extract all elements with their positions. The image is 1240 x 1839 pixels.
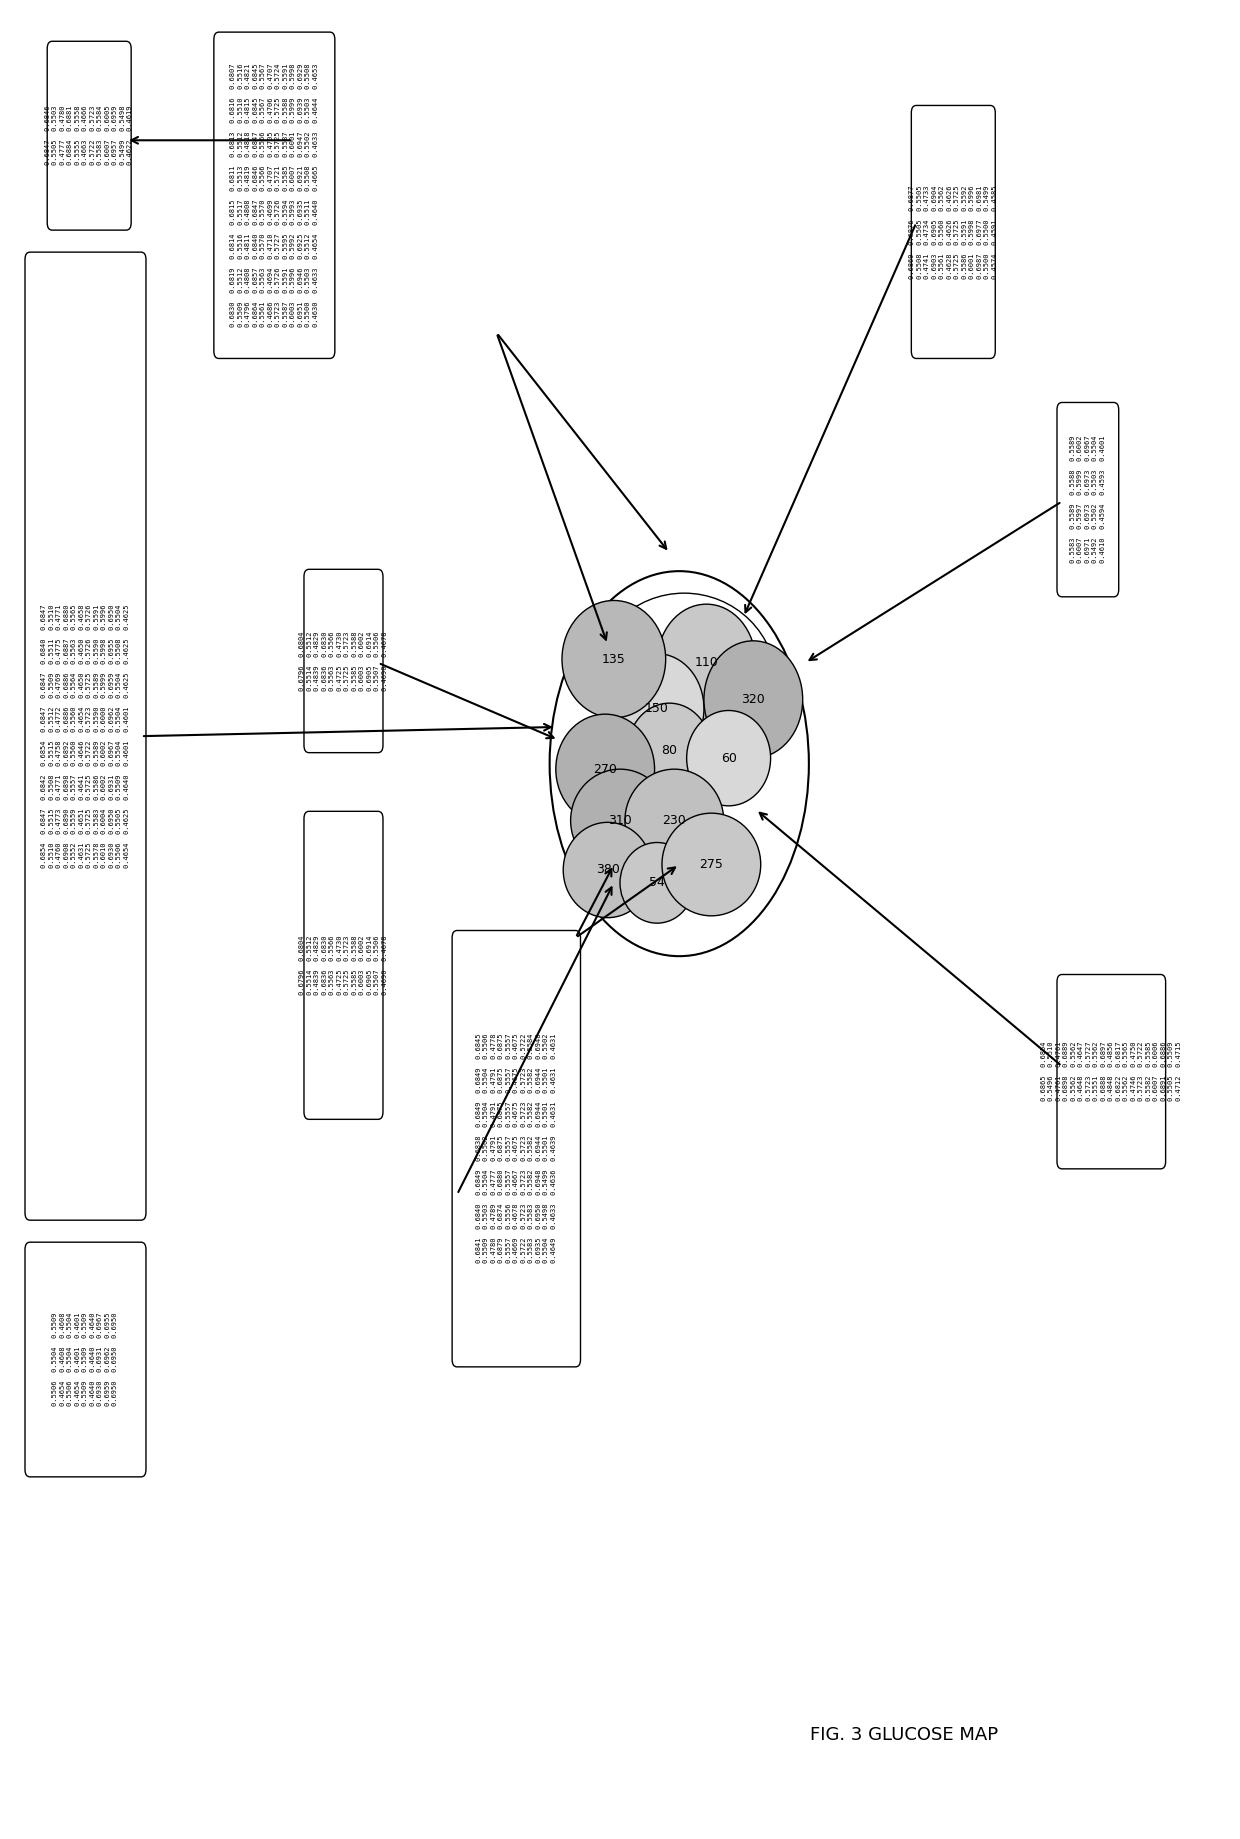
Ellipse shape — [627, 702, 712, 798]
FancyBboxPatch shape — [304, 570, 383, 752]
FancyBboxPatch shape — [25, 1241, 146, 1477]
Text: 310: 310 — [608, 815, 632, 828]
FancyBboxPatch shape — [1056, 403, 1118, 598]
FancyBboxPatch shape — [213, 31, 335, 359]
Text: 0.6841  0.6840  0.6849  0.6838  0.6849  0.6849  0.6845
0.5509  0.5503  0.5504  0: 0.6841 0.6840 0.6849 0.6838 0.6849 0.684… — [476, 1034, 557, 1263]
Text: 0.5583  0.5589  0.5588  0.5589
0.6007  0.5997  0.5999  0.6002
0.6971  0.6973  0.: 0.5583 0.5589 0.5588 0.5589 0.6007 0.599… — [1070, 436, 1106, 563]
Text: 150: 150 — [645, 702, 668, 715]
Ellipse shape — [562, 601, 666, 717]
Ellipse shape — [687, 710, 770, 805]
Ellipse shape — [556, 714, 655, 824]
Text: 0.6854  0.6847  0.6842  0.6854  0.6847  0.6847  0.6840  0.6847
0.5510  0.5515  0: 0.6854 0.6847 0.6842 0.6854 0.6847 0.684… — [41, 605, 130, 868]
FancyBboxPatch shape — [1056, 975, 1166, 1170]
Text: 0.6865  0.6854
0.5496  0.5510
0.4761  0.4761
0.6898  0.6889
0.5562  0.5562
0.464: 0.6865 0.6854 0.5496 0.5510 0.4761 0.476… — [1040, 1043, 1182, 1102]
Text: 270: 270 — [593, 763, 618, 776]
Text: 60: 60 — [720, 752, 737, 765]
Ellipse shape — [625, 769, 724, 872]
Text: 54: 54 — [649, 877, 665, 890]
Text: 0.5506  0.5504  0.5509
0.4654  0.4608  0.4608
0.5506  0.5504  0.5504
0.4654  0.4: 0.5506 0.5504 0.5509 0.4654 0.4608 0.460… — [52, 1313, 119, 1407]
Ellipse shape — [570, 769, 670, 872]
FancyBboxPatch shape — [47, 40, 131, 230]
Text: 275: 275 — [699, 859, 723, 872]
Text: 0.6847  0.6846
0.5505  0.5503
0.4777  0.4780
0.6884  0.6881
0.5555  0.5558
0.466: 0.6847 0.6846 0.5505 0.5503 0.4777 0.478… — [45, 107, 134, 166]
Text: 80: 80 — [661, 745, 677, 758]
Text: 230: 230 — [662, 815, 686, 828]
Text: 320: 320 — [742, 693, 765, 706]
FancyBboxPatch shape — [304, 811, 383, 1120]
Text: 135: 135 — [601, 653, 626, 666]
Text: 380: 380 — [595, 864, 620, 877]
Text: 0.6796  0.6804
0.5514  0.5512
0.4839  0.4829
0.6836  0.6830
0.5563  0.5566
0.472: 0.6796 0.6804 0.5514 0.5512 0.4839 0.482… — [299, 936, 388, 995]
Ellipse shape — [610, 653, 704, 763]
Ellipse shape — [704, 640, 802, 758]
Ellipse shape — [563, 822, 652, 918]
Text: 0.6796  0.6804
0.5514  0.5512
0.4839  0.4829
0.6836  0.6830
0.5563  0.5566
0.472: 0.6796 0.6804 0.5514 0.5512 0.4839 0.482… — [299, 631, 388, 691]
Ellipse shape — [662, 813, 760, 916]
FancyBboxPatch shape — [911, 105, 996, 359]
Ellipse shape — [620, 842, 694, 923]
FancyBboxPatch shape — [453, 931, 580, 1366]
Ellipse shape — [657, 605, 756, 721]
Text: 0.6869  0.6876  0.6877
0.5508  0.5505  0.5505
0.4741  0.4734  0.4733
0.6903  0.6: 0.6869 0.6876 0.6877 0.5508 0.5505 0.550… — [909, 186, 997, 280]
Text: 110: 110 — [694, 657, 718, 669]
Text: FIG. 3 GLUCOSE MAP: FIG. 3 GLUCOSE MAP — [810, 1727, 998, 1745]
FancyBboxPatch shape — [25, 252, 146, 1221]
Text: 0.6830  0.6819  0.6814  0.6815  0.6811  0.6813  0.6816  0.6807
0.5509  0.5512  0: 0.6830 0.6819 0.6814 0.6815 0.6811 0.681… — [231, 64, 319, 327]
